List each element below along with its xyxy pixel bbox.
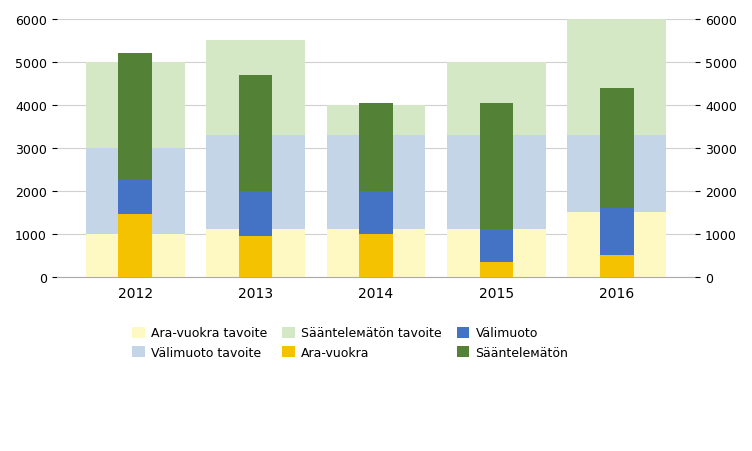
Bar: [480, 262, 514, 277]
Bar: [568, 136, 666, 213]
Bar: [206, 230, 305, 277]
Bar: [326, 106, 426, 136]
Bar: [480, 103, 514, 230]
Bar: [326, 230, 426, 277]
Bar: [238, 191, 272, 236]
Bar: [480, 230, 514, 262]
Bar: [359, 234, 393, 277]
Bar: [238, 236, 272, 277]
Bar: [600, 208, 634, 256]
Bar: [568, 20, 666, 136]
Bar: [326, 136, 426, 230]
Bar: [238, 76, 272, 191]
Legend: Ara-vuokra tavoite, Välimuoto tavoite, Sääntelемätön tavoite, Ara-vuokra, Välimu: Ara-vuokra tavoite, Välimuoto tavoite, S…: [127, 322, 574, 364]
Bar: [118, 54, 152, 180]
Bar: [118, 180, 152, 215]
Bar: [447, 63, 546, 136]
Bar: [86, 148, 184, 234]
Bar: [447, 136, 546, 230]
Bar: [359, 191, 393, 234]
Bar: [206, 41, 305, 136]
Bar: [86, 234, 184, 277]
Bar: [359, 103, 393, 191]
Bar: [206, 136, 305, 230]
Bar: [600, 256, 634, 277]
Bar: [447, 230, 546, 277]
Bar: [568, 213, 666, 277]
Bar: [118, 215, 152, 277]
Bar: [86, 63, 184, 148]
Bar: [600, 88, 634, 208]
